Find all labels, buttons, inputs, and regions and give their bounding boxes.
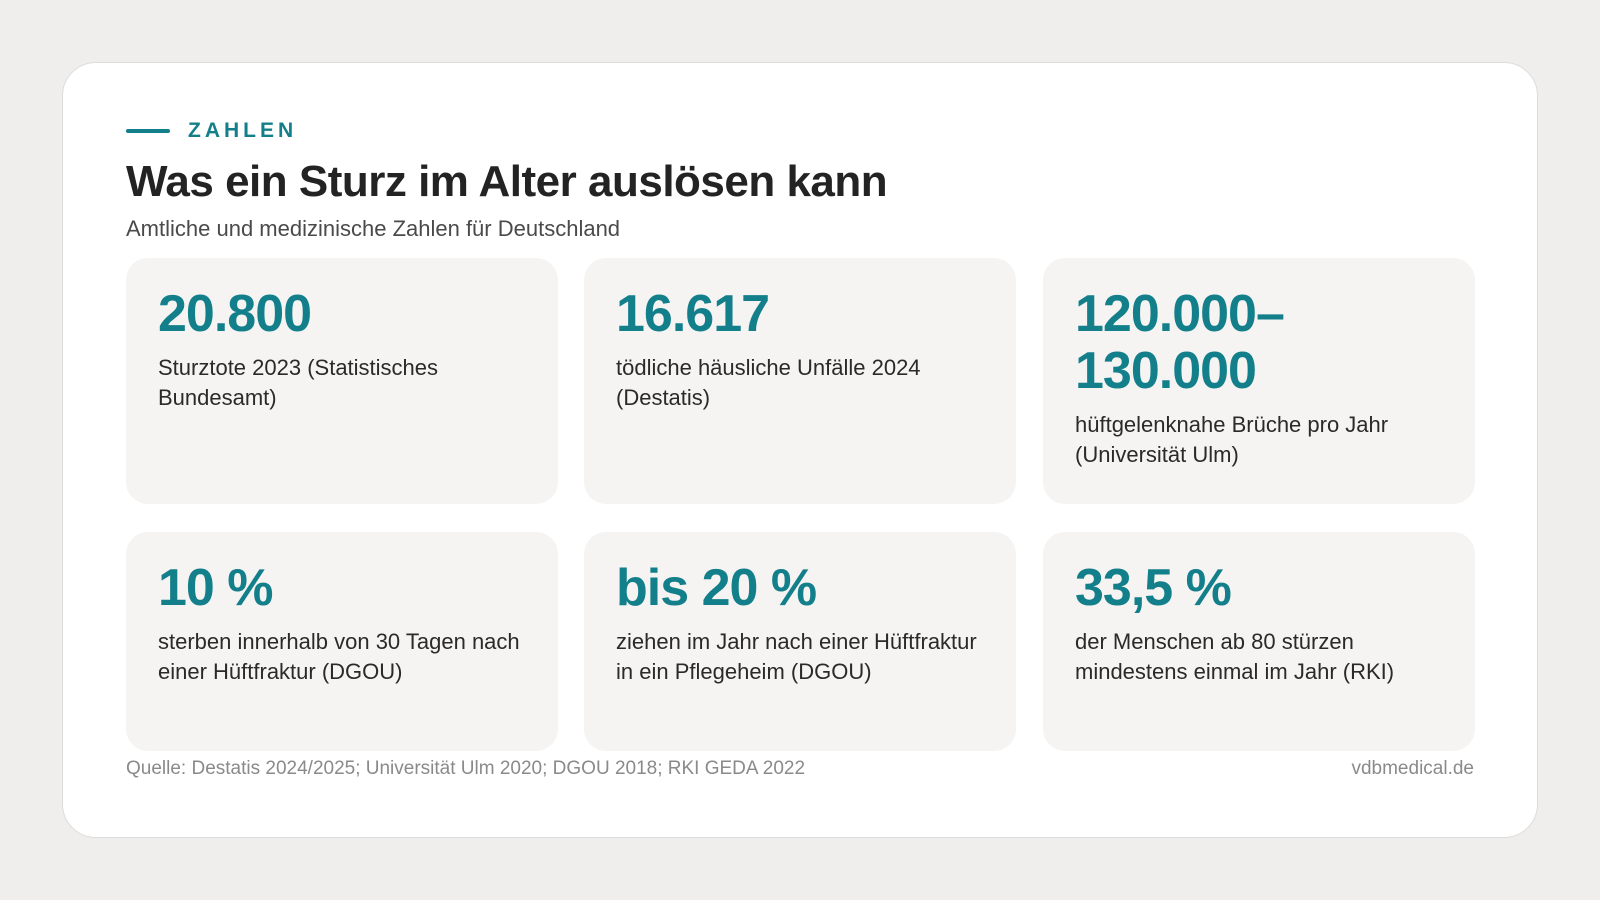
stat-tile-nursing-home: bis 20 % ziehen im Jahr nach einer Hüftf… xyxy=(584,532,1016,751)
stat-value: 10 % xyxy=(158,559,274,617)
stat-label: der Menschen ab 80 stürzen mindestens ei… xyxy=(1075,629,1395,684)
stat-label: hüftgelenknahe Brüche pro Jahr (Universi… xyxy=(1075,412,1389,467)
source-note: Quelle: Destatis 2024/2025; Universität … xyxy=(126,758,806,779)
page-title: Was ein Sturz im Alter auslösen kann xyxy=(126,157,888,206)
stat-tile-fall-rate: 33,5 % der Menschen ab 80 stürzen mindes… xyxy=(1043,532,1475,751)
stat-value: bis 20 % xyxy=(616,559,817,617)
stat-value: 20.800 xyxy=(158,285,312,343)
infographic-card: ZAHLEN Was ein Sturz im Alter auslösen k… xyxy=(62,62,1538,838)
stat-label: Sturztote 2023 (Statistisches Bundesamt) xyxy=(158,355,439,410)
stat-tile-mortality: 10 % sterben innerhalb von 30 Tagen nach… xyxy=(126,532,558,751)
eyebrow-accent-line xyxy=(126,129,170,133)
stat-tile-falls-deaths: 20.800 Sturztote 2023 (Statistisches Bun… xyxy=(126,258,558,504)
site-credit: vdbmedical.de xyxy=(1351,758,1474,779)
stat-label: tödliche häusliche Unfälle 2024 (Destati… xyxy=(616,355,921,410)
stat-value: 120.000–130.000 xyxy=(1075,285,1285,400)
stat-value: 33,5 % xyxy=(1075,559,1232,617)
stat-value: 16.617 xyxy=(616,285,770,343)
eyebrow: ZAHLEN xyxy=(126,119,297,143)
stat-label: ziehen im Jahr nach einer Hüftfraktur in… xyxy=(616,629,977,684)
page-subtitle: Amtliche und medizinische Zahlen für Deu… xyxy=(126,216,621,241)
stat-label: sterben innerhalb von 30 Tagen nach eine… xyxy=(158,629,520,684)
eyebrow-label: ZAHLEN xyxy=(188,119,298,142)
stat-tile-home-accidents: 16.617 tödliche häusliche Unfälle 2024 (… xyxy=(584,258,1016,504)
stat-tile-hip-fractures: 120.000–130.000 hüftgelenknahe Brüche pr… xyxy=(1043,258,1475,504)
